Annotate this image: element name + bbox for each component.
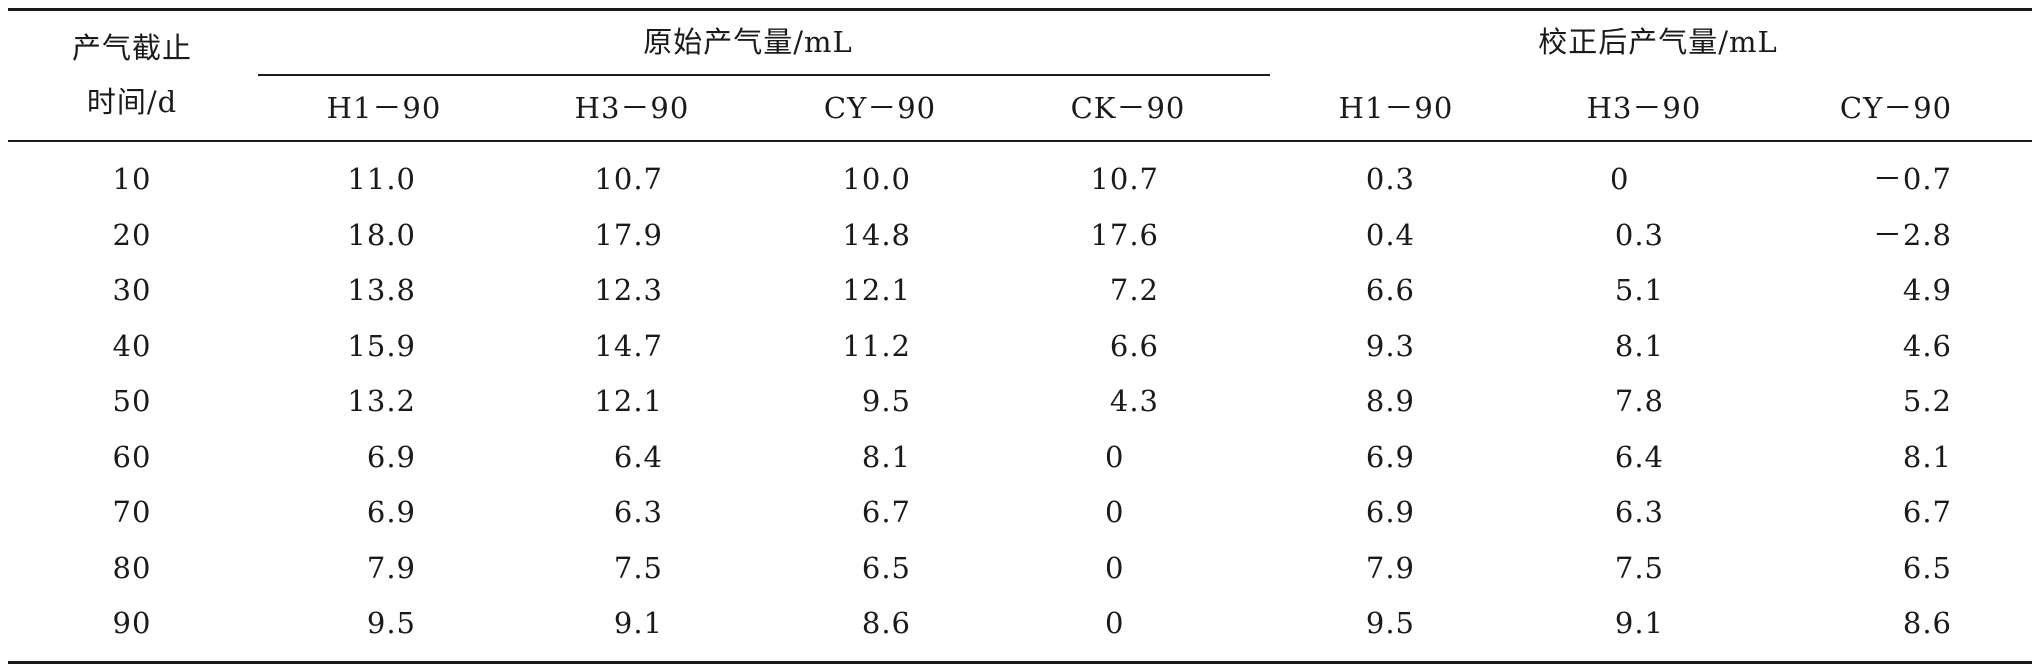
value-cell: 0.4: [1365, 217, 1415, 252]
value-cell: －0.7: [1872, 162, 1952, 196]
row-time-cell: 30: [112, 273, 152, 307]
column-header: H1－90: [326, 91, 442, 125]
row-time-cell: 80: [112, 550, 152, 585]
value-cell: 0: [1105, 550, 1125, 585]
value-cell: 6.3: [1614, 495, 1664, 529]
value-cell: 8.1: [1614, 328, 1664, 363]
value-cell: 15.9: [347, 328, 416, 363]
column-header: H3－90: [1586, 91, 1702, 125]
value-cell: 6.3: [613, 495, 663, 529]
value-cell: 8.1: [1902, 439, 1952, 474]
row-time-cell: 10: [112, 162, 152, 196]
value-cell: 8.9: [1365, 384, 1415, 418]
row-time-cell: 90: [112, 606, 152, 640]
value-cell: 6.4: [1614, 439, 1664, 474]
value-cell: 6.6: [1365, 273, 1415, 307]
value-cell: 11.2: [842, 328, 911, 363]
value-cell: 7.5: [1614, 550, 1664, 585]
value-cell: 5.2: [1902, 384, 1952, 418]
value-cell: 14.8: [842, 217, 911, 252]
value-cell: 9.3: [1365, 328, 1415, 363]
value-cell: 7.8: [1614, 384, 1664, 418]
value-cell: 6.6: [1109, 328, 1159, 363]
group-header-corrected: 校正后产气量/mL: [1538, 25, 1778, 59]
value-cell: 4.9: [1902, 273, 1952, 307]
value-cell: 7.9: [1365, 550, 1415, 585]
value-cell: 17.6: [1090, 217, 1159, 252]
group-header-original: 原始产气量/mL: [643, 25, 853, 59]
value-cell: 7.9: [366, 550, 416, 585]
column-header: H1－90: [1338, 91, 1454, 125]
value-cell: 6.5: [861, 550, 911, 585]
value-cell: 6.7: [1902, 495, 1952, 529]
value-cell: 8.6: [1902, 606, 1952, 640]
value-cell: 8.6: [861, 606, 911, 640]
value-cell: 9.5: [366, 606, 416, 640]
value-cell: 0.3: [1614, 217, 1664, 252]
value-cell: 6.9: [366, 439, 416, 474]
row-time-cell: 40: [112, 328, 152, 363]
value-cell: 6.9: [1365, 439, 1415, 474]
value-cell: 7.2: [1109, 273, 1159, 307]
value-cell: 6.9: [366, 495, 416, 529]
value-cell: 9.1: [613, 606, 663, 640]
value-cell: 10.7: [1090, 162, 1159, 196]
header-rule: [8, 140, 2032, 142]
value-cell: 12.3: [594, 273, 663, 307]
value-cell: 0: [1610, 162, 1630, 196]
column-header: CK－90: [1070, 91, 1186, 125]
value-cell: 10.0: [842, 162, 911, 196]
value-cell: 0.3: [1365, 162, 1415, 196]
value-cell: 13.2: [347, 384, 416, 418]
row-time-cell: 50: [112, 384, 152, 418]
column-header: H3－90: [574, 91, 690, 125]
value-cell: 5.1: [1614, 273, 1664, 307]
value-cell: 9.5: [861, 384, 911, 418]
stub-header-line1: 产气截止: [71, 31, 193, 65]
value-cell: 0: [1105, 606, 1125, 640]
value-cell: 18.0: [347, 217, 416, 252]
gas-production-table: 产气截止 时间/d 原始产气量/mL 校正后产气量/mL H1－90 H3－90 C…: [8, 0, 2032, 672]
group-rule-corrected: [508, 74, 1270, 76]
column-header: CY－90: [1839, 91, 1953, 125]
value-cell: 13.8: [347, 273, 416, 307]
value-cell: 10.7: [594, 162, 663, 196]
value-cell: 17.9: [594, 217, 663, 252]
row-time-cell: 60: [112, 439, 152, 474]
value-cell: 12.1: [842, 273, 911, 307]
row-time-cell: 70: [112, 495, 152, 529]
value-cell: 14.7: [594, 328, 663, 363]
value-cell: 7.5: [613, 550, 663, 585]
value-cell: 6.7: [861, 495, 911, 529]
value-cell: 9.5: [1365, 606, 1415, 640]
value-cell: 0: [1105, 495, 1125, 529]
value-cell: 4.6: [1902, 328, 1952, 363]
value-cell: 6.5: [1902, 550, 1952, 585]
row-time-cell: 20: [112, 217, 152, 252]
value-cell: 0: [1105, 439, 1125, 474]
value-cell: 6.4: [613, 439, 663, 474]
value-cell: 4.3: [1109, 384, 1159, 418]
stub-header-line2: 时间/d: [86, 85, 178, 119]
value-cell: 11.0: [347, 162, 416, 196]
value-cell: 8.1: [861, 439, 911, 474]
top-rule: [8, 8, 2032, 11]
value-cell: 12.1: [594, 384, 663, 418]
value-cell: 9.1: [1614, 606, 1664, 640]
bottom-rule: [8, 661, 2032, 664]
value-cell: 6.9: [1365, 495, 1415, 529]
value-cell: －2.8: [1872, 217, 1952, 252]
column-header: CY－90: [823, 91, 937, 125]
